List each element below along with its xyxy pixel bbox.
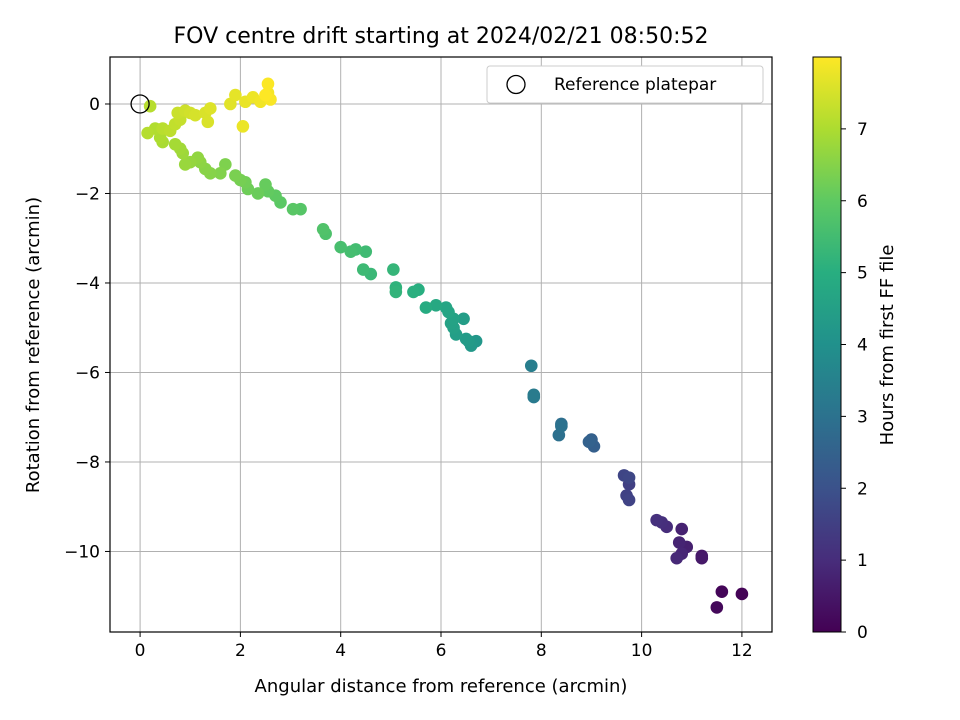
data-point — [214, 167, 227, 180]
y-tick-label: −2 — [75, 184, 100, 204]
x-axis-label: Angular distance from reference (arcmin) — [255, 676, 628, 697]
y-tick-label: −8 — [75, 453, 100, 473]
colorbar-tick-label: 0 — [857, 623, 868, 643]
data-point — [236, 120, 250, 133]
colorbar-tick-label: 3 — [857, 407, 868, 427]
y-tick-label: −4 — [75, 274, 100, 294]
legend-reference-marker — [506, 74, 526, 95]
colorbar-ticks: 0 1 2 3 4 5 6 7 — [841, 120, 868, 643]
data-point — [286, 202, 300, 216]
data-point — [555, 419, 568, 433]
data-point — [650, 513, 663, 527]
data-point — [670, 551, 684, 565]
data-point — [695, 551, 709, 565]
data-point — [188, 108, 202, 122]
data-point — [622, 493, 636, 507]
x-tick-label: 8 — [536, 641, 547, 661]
data-point — [259, 88, 272, 102]
data-point — [387, 263, 400, 276]
data-point — [672, 536, 686, 549]
data-point — [316, 222, 330, 236]
data-point — [334, 240, 347, 254]
x-tick-label: 4 — [335, 641, 346, 661]
colorbar-tick-label: 6 — [857, 192, 868, 212]
data-point — [407, 285, 420, 299]
data-point — [622, 471, 636, 484]
colorbar: 0 1 2 3 4 5 6 7 Hours from first FF file — [812, 56, 898, 643]
data-point — [359, 245, 373, 258]
colorbar-tick-label: 2 — [857, 479, 868, 499]
data-point — [582, 435, 596, 449]
y-tick-label: 0 — [89, 95, 100, 115]
data-point — [735, 587, 749, 601]
colorbar-tick-label: 5 — [857, 264, 868, 284]
data-point — [251, 187, 265, 200]
colorbar-gradient — [812, 56, 842, 633]
y-axis-ticks: 0 −2 −4 −6 −8 −10 — [64, 95, 110, 562]
data-point — [457, 312, 470, 326]
x-axis-ticks: 0 2 4 6 8 10 12 — [135, 632, 753, 661]
y-tick-label: −6 — [75, 363, 100, 383]
y-tick-label: −10 — [64, 542, 100, 562]
data-point — [419, 301, 433, 314]
colorbar-label: Hours from first FF file — [877, 245, 898, 446]
data-point — [389, 285, 403, 299]
colorbar-tick-label: 4 — [857, 336, 868, 356]
data-point — [527, 388, 541, 402]
x-tick-label: 0 — [135, 641, 146, 661]
data-point — [524, 359, 538, 373]
data-point — [710, 601, 724, 614]
data-point — [429, 299, 443, 312]
legend-box — [486, 65, 764, 104]
colorbar-tick-label: 1 — [857, 551, 868, 571]
data-point — [459, 332, 473, 346]
data-points — [141, 77, 749, 614]
data-point — [229, 169, 242, 182]
y-axis-label: Rotation from reference (arcmin) — [23, 197, 44, 493]
data-point — [259, 178, 272, 191]
data-point — [168, 137, 182, 151]
reference-platepar-marker — [130, 94, 150, 114]
x-tick-label: 2 — [235, 641, 246, 661]
data-point — [178, 158, 192, 171]
data-point — [261, 77, 275, 91]
data-point — [439, 301, 453, 314]
x-tick-label: 12 — [731, 641, 753, 661]
data-point — [201, 115, 215, 129]
chart-title: FOV centre drift starting at 2024/02/21 … — [174, 24, 709, 49]
x-tick-label: 6 — [436, 641, 447, 661]
grid — [110, 57, 772, 632]
legend-entry-reference: Reference platepar — [554, 75, 716, 95]
x-tick-label: 10 — [631, 641, 653, 661]
data-point — [356, 263, 370, 276]
legend: Reference platepar — [486, 65, 764, 104]
data-point — [229, 88, 242, 102]
data-point — [141, 126, 154, 140]
data-point — [715, 585, 729, 599]
data-point — [344, 245, 358, 258]
data-point — [675, 522, 689, 536]
data-point — [204, 102, 217, 115]
colorbar-tick-label: 7 — [857, 120, 868, 140]
reference-marker-layer — [130, 94, 150, 114]
